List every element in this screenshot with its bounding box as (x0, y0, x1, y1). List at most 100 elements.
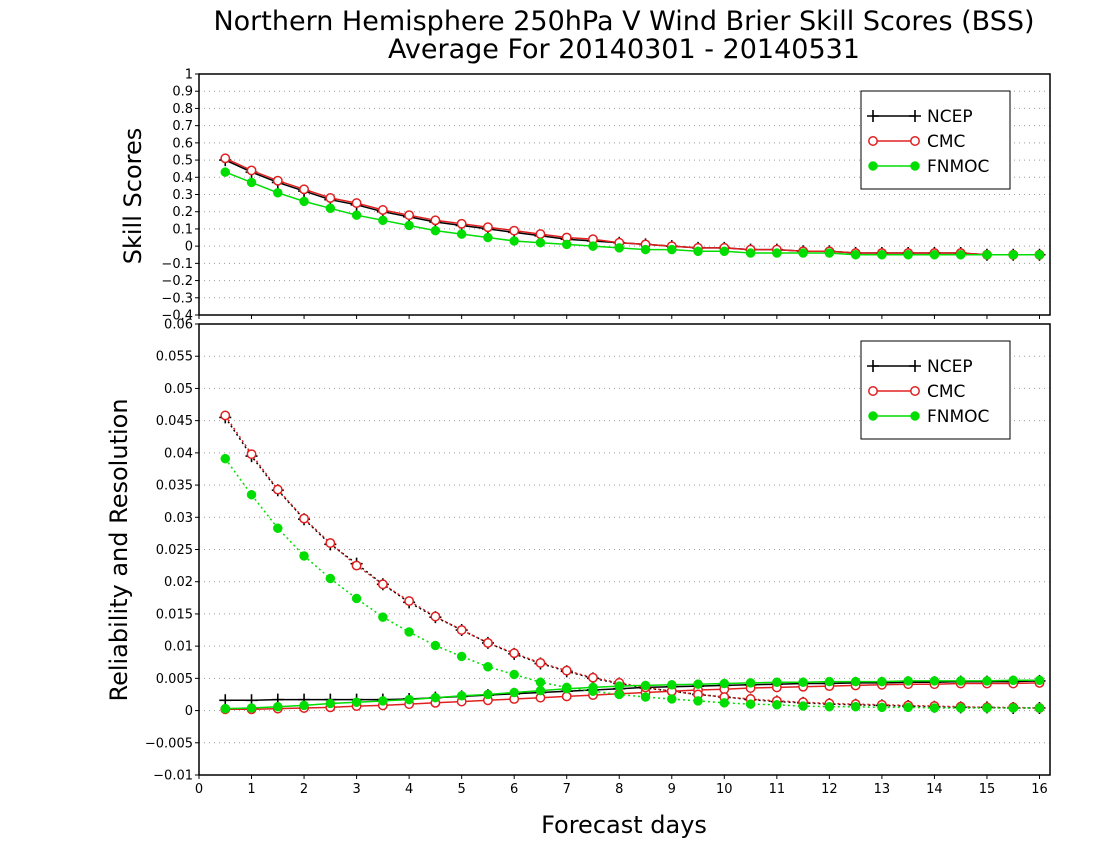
plot-frame (198, 73, 1051, 316)
y-tick-label: 0.5 (172, 154, 193, 169)
legend-label: CMC (927, 382, 965, 402)
data-point-cmc (404, 210, 415, 221)
x-tick-label: 6 (510, 782, 518, 797)
y-tick-label: −0.4 (161, 309, 193, 324)
legend-marker (868, 161, 878, 171)
reliability-resolution-panel: 0.060.0550.050.0450.040.0350.030.0250.02… (145, 318, 1051, 797)
data-point-cmc (351, 560, 362, 571)
data-point-fnmoc (903, 702, 913, 713)
y-axis-label-top: Skill Scores (119, 128, 147, 265)
data-point-fnmoc (351, 210, 362, 220)
data-point-fnmoc (982, 703, 992, 713)
data-point-cmc (220, 153, 231, 164)
y-tick-label: 0.055 (156, 350, 193, 365)
y-axis-label-bottom: Reliability and Resolution (105, 398, 133, 701)
data-point-fnmoc (877, 250, 887, 260)
data-point-fnmoc (430, 692, 441, 703)
data-point-fnmoc (877, 702, 887, 713)
data-point-cmc (456, 625, 467, 635)
data-point-fnmoc (745, 248, 756, 258)
y-tick-label: 0 (185, 704, 193, 719)
data-point-fnmoc (456, 691, 467, 701)
data-point-cmc (246, 449, 257, 460)
data-point-fnmoc (614, 681, 624, 691)
data-point-cmc (272, 484, 283, 495)
data-point-cmc (325, 538, 336, 549)
data-point-fnmoc (535, 685, 546, 696)
data-point-fnmoc (273, 188, 283, 198)
data-point-cmc (535, 229, 546, 240)
data-point-fnmoc (640, 680, 651, 691)
data-point-cmc (299, 513, 310, 524)
data-point-cmc (482, 222, 493, 233)
legend-marker (909, 110, 921, 122)
data-point-fnmoc (719, 246, 730, 257)
data-point-cmc (299, 184, 310, 195)
x-axis-label: Forecast days (541, 811, 707, 839)
data-point-fnmoc (1008, 675, 1018, 686)
y-tick-label: 0.045 (156, 414, 193, 429)
data-point-cmc (561, 665, 572, 676)
data-point-fnmoc (745, 678, 756, 688)
data-point-fnmoc (404, 627, 414, 637)
data-point-fnmoc (456, 651, 467, 662)
y-tick-label: 0.7 (172, 119, 193, 134)
y-tick-label: 0.01 (164, 640, 193, 655)
legend-marker (910, 411, 920, 421)
skill-score-panel: 1 0.9 0.8 0.7 0.6 0.5 0.4 0.3 0.2 0.1 0 −0.1 −0.2 −0.… (161, 68, 1051, 324)
data-point-fnmoc (509, 687, 519, 698)
data-point-fnmoc (456, 229, 467, 239)
data-point-fnmoc (1008, 703, 1018, 713)
data-point-fnmoc (246, 703, 257, 713)
data-point-fnmoc (667, 694, 677, 704)
data-point-fnmoc (299, 551, 309, 561)
data-point-fnmoc (798, 248, 808, 258)
data-point-fnmoc (903, 250, 913, 260)
data-point-fnmoc (982, 250, 992, 260)
data-point-cmc (456, 218, 467, 229)
data-point-fnmoc (378, 696, 388, 706)
x-tick-label: 3 (352, 782, 360, 797)
y-tick-label: 0.3 (172, 188, 193, 203)
data-point-fnmoc (588, 686, 598, 696)
legend-marker (910, 136, 920, 146)
data-point-fnmoc (955, 703, 966, 713)
data-point-fnmoc (588, 241, 598, 251)
series-line-ncep (224, 416, 1040, 709)
data-point-fnmoc (378, 612, 388, 622)
y-tick-label: 0.025 (156, 543, 193, 558)
data-point-fnmoc (246, 177, 257, 188)
y-tick-label: 0.6 (172, 136, 193, 151)
data-point-fnmoc (693, 246, 703, 257)
data-point-fnmoc (378, 215, 388, 226)
data-point-fnmoc (772, 700, 782, 710)
y-tick-label: 0.05 (164, 382, 193, 397)
legend-label: FNMOC (927, 407, 989, 427)
x-tick-label: 13 (874, 782, 891, 797)
data-point-fnmoc (824, 248, 835, 258)
data-point-fnmoc (850, 250, 861, 260)
y-tick-label: 0.9 (172, 85, 193, 100)
x-tick-label: 16 (1031, 782, 1048, 797)
legend-marker (868, 386, 878, 396)
data-point-cmc (430, 611, 441, 622)
legend-box (860, 340, 1011, 440)
data-point-fnmoc (850, 701, 861, 712)
data-point-fnmoc (640, 244, 651, 255)
data-point-fnmoc (745, 699, 756, 709)
y-tick-label: −0.1 (161, 257, 193, 272)
data-point-fnmoc (955, 676, 966, 686)
x-tick-label: 4 (405, 782, 413, 797)
data-point-fnmoc (535, 677, 546, 687)
x-tick-label: 1 (247, 782, 255, 797)
data-point-fnmoc (929, 676, 940, 686)
data-point-fnmoc (220, 453, 231, 464)
data-point-fnmoc (955, 250, 966, 260)
legend-marker (910, 386, 920, 396)
data-point-fnmoc (929, 703, 940, 713)
data-point-fnmoc (614, 689, 624, 700)
data-point-fnmoc (719, 678, 730, 689)
y-tick-label: −0.01 (153, 769, 193, 784)
y-tick-label: 0.035 (156, 479, 193, 494)
